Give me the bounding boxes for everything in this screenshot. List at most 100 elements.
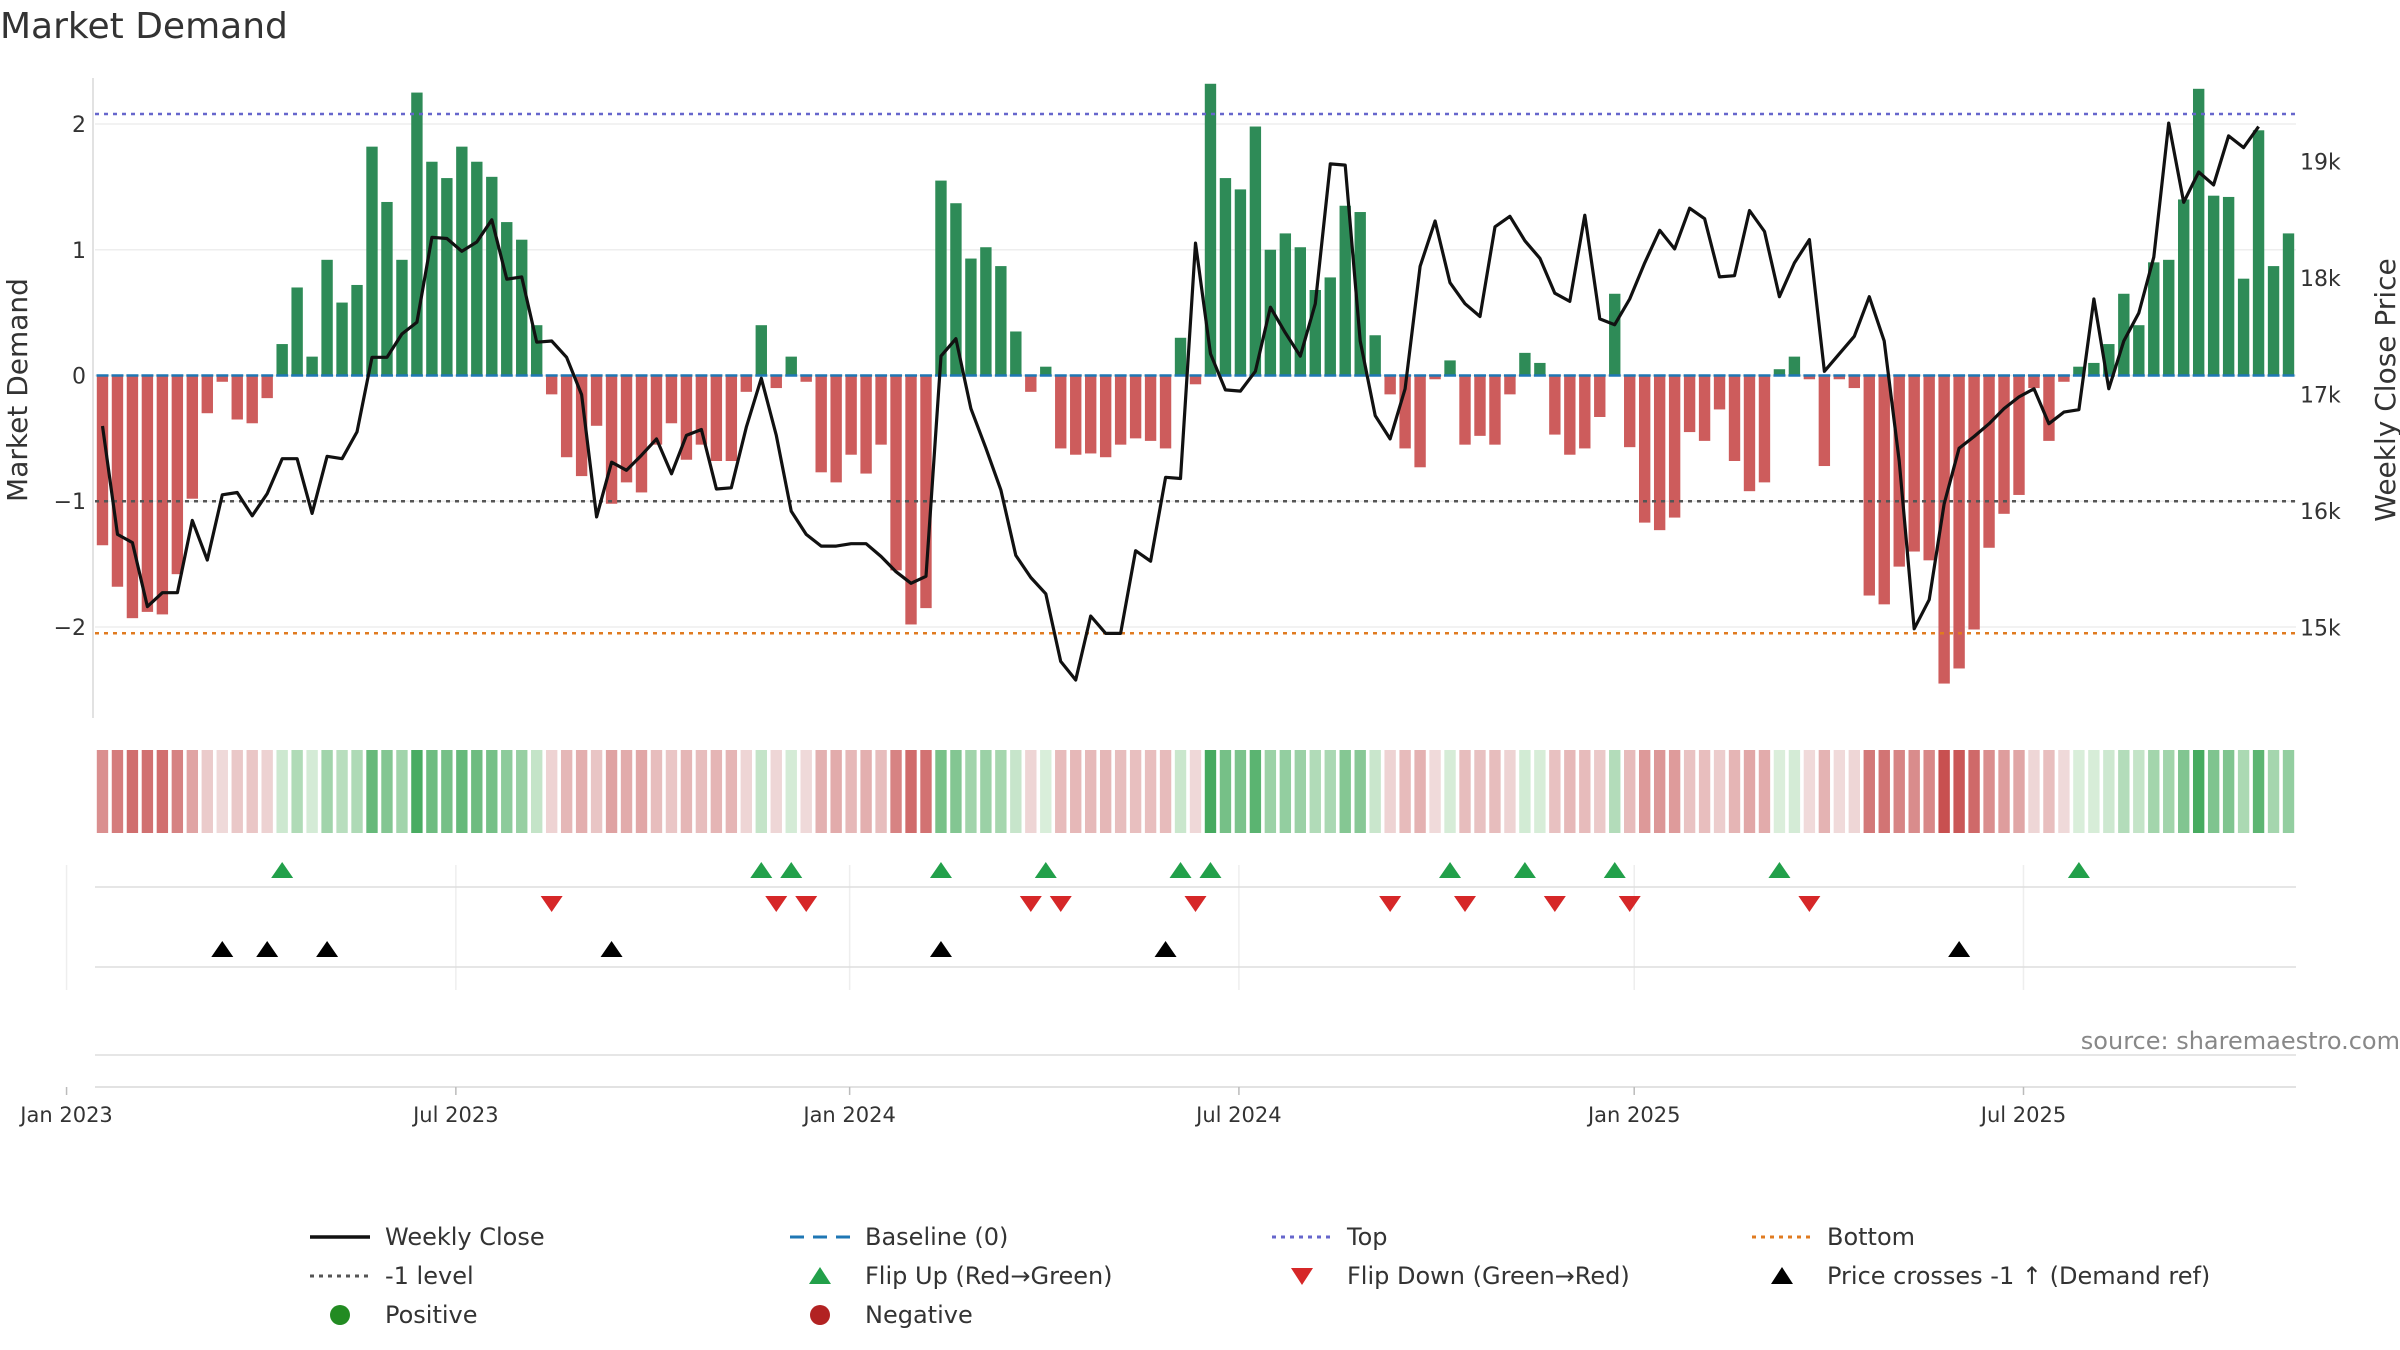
- legend-item: Flip Down (Green→Red): [1291, 1262, 1630, 1290]
- heat-cell: [650, 750, 663, 833]
- heat-cell: [755, 750, 767, 833]
- demand-bar: [426, 161, 438, 376]
- demand-bar: [441, 178, 453, 376]
- heat-cell: [1489, 750, 1501, 833]
- heat-cell: [291, 750, 303, 833]
- demand-bar: [1624, 375, 1636, 448]
- demand-bar: [1983, 375, 1995, 548]
- demand-bar: [815, 375, 827, 473]
- heat-cell: [935, 750, 947, 833]
- flip-down-marker: [1543, 896, 1566, 912]
- demand-bar: [1698, 375, 1711, 441]
- heat-cell: [1159, 750, 1172, 833]
- demand-bar: [1519, 352, 1531, 376]
- demand-bar: [351, 284, 363, 376]
- heat-cell: [875, 750, 887, 833]
- heat-cell: [1129, 750, 1142, 833]
- demand-bar: [1998, 375, 2010, 514]
- demand-bar: [1055, 375, 1067, 449]
- heat-cell: [2163, 750, 2175, 833]
- flip-down-marker: [1618, 896, 1641, 912]
- heat-cell: [96, 750, 109, 833]
- heat-cell: [905, 750, 917, 833]
- heat-cell: [2178, 750, 2190, 833]
- demand-bar: [1249, 126, 1262, 376]
- demand-bar: [381, 201, 393, 376]
- heat-cell: [441, 750, 453, 833]
- y-tick-label: −2: [54, 616, 86, 641]
- heat-cell: [2237, 750, 2250, 833]
- heat-cell: [620, 750, 633, 833]
- demand-bar: [590, 375, 603, 426]
- heat-cell: [1758, 750, 1771, 833]
- demand-bar: [2252, 130, 2265, 376]
- heat-cell: [635, 750, 648, 833]
- heat-cell: [1713, 750, 1726, 833]
- demand-bar: [845, 375, 857, 455]
- heat-cell: [111, 750, 124, 833]
- demand-bar: [1638, 375, 1651, 523]
- heat-cell: [1070, 750, 1082, 833]
- y-tick-label: 2: [72, 113, 86, 138]
- demand-bar: [2163, 259, 2175, 376]
- demand-bar: [2073, 366, 2085, 376]
- y2-tick-label: 17k: [2300, 384, 2341, 409]
- heat-cell: [1579, 750, 1591, 833]
- heat-cell: [2267, 750, 2280, 833]
- legend-label: Positive: [385, 1301, 478, 1329]
- heat-cell: [2282, 750, 2295, 833]
- demand-bar: [2058, 375, 2070, 382]
- heat-cell: [1848, 750, 1860, 833]
- price-cross-marker: [1948, 941, 1971, 957]
- heat-cell: [1534, 750, 1546, 833]
- heat-cell: [1459, 750, 1471, 833]
- demand-bar: [2237, 278, 2250, 376]
- demand-bar: [1668, 375, 1681, 518]
- legend-item: Negative: [810, 1301, 973, 1329]
- demand-bar: [1609, 293, 1621, 376]
- demand-bar: [965, 258, 977, 376]
- demand-bar: [935, 180, 947, 376]
- heat-cell: [890, 750, 902, 833]
- demand-bar: [1564, 375, 1576, 455]
- demand-bar: [2028, 375, 2040, 389]
- demand-bar: [1129, 375, 1142, 439]
- heat-cell: [2192, 750, 2205, 833]
- heat-cell: [186, 750, 199, 833]
- heat-cell: [1594, 750, 1606, 833]
- heat-cell: [1504, 750, 1516, 833]
- demand-bar: [800, 375, 812, 382]
- demand-bar: [336, 302, 348, 376]
- legend-item: -1 level: [310, 1262, 474, 1290]
- heat-cell: [2133, 750, 2145, 833]
- legend-label: Baseline (0): [865, 1223, 1008, 1251]
- axes: −2 −1 0 1 2 15k 16k 17k 18k 19k Jan 2023 Jul 2023 Ja…: [18, 78, 2341, 1127]
- heat-cell: [1384, 750, 1396, 833]
- demand-bar: [575, 375, 588, 477]
- demand-bar: [471, 161, 483, 376]
- demand-bar: [950, 203, 962, 376]
- heat-cell: [336, 750, 348, 833]
- heat-cell: [1803, 750, 1816, 833]
- demand-bar: [1099, 375, 1112, 458]
- demand-bar: [1953, 375, 1965, 669]
- legend-item: Price crosses -1 ↑ (Demand ref): [1771, 1262, 2210, 1290]
- flip-up-marker: [1439, 862, 1462, 878]
- demand-bar: [680, 375, 693, 460]
- heat-cell: [845, 750, 857, 833]
- demand-bar: [156, 375, 169, 615]
- legend-item: Flip Up (Red→Green): [809, 1262, 1113, 1290]
- heat-cell: [426, 750, 438, 833]
- x-tick-label: Jan 2024: [801, 1103, 896, 1127]
- price-cross-marker: [211, 941, 234, 957]
- demand-bar: [1758, 375, 1771, 483]
- demand-bar: [1908, 375, 1920, 552]
- demand-bar: [456, 146, 468, 376]
- flip-up-marker: [1034, 862, 1057, 878]
- heat-cell: [126, 750, 139, 833]
- demand-bar: [2088, 362, 2100, 376]
- demand-bar: [1070, 375, 1082, 455]
- heat-cell: [2058, 750, 2070, 833]
- heat-cell: [1279, 750, 1292, 833]
- demand-bar: [396, 259, 408, 376]
